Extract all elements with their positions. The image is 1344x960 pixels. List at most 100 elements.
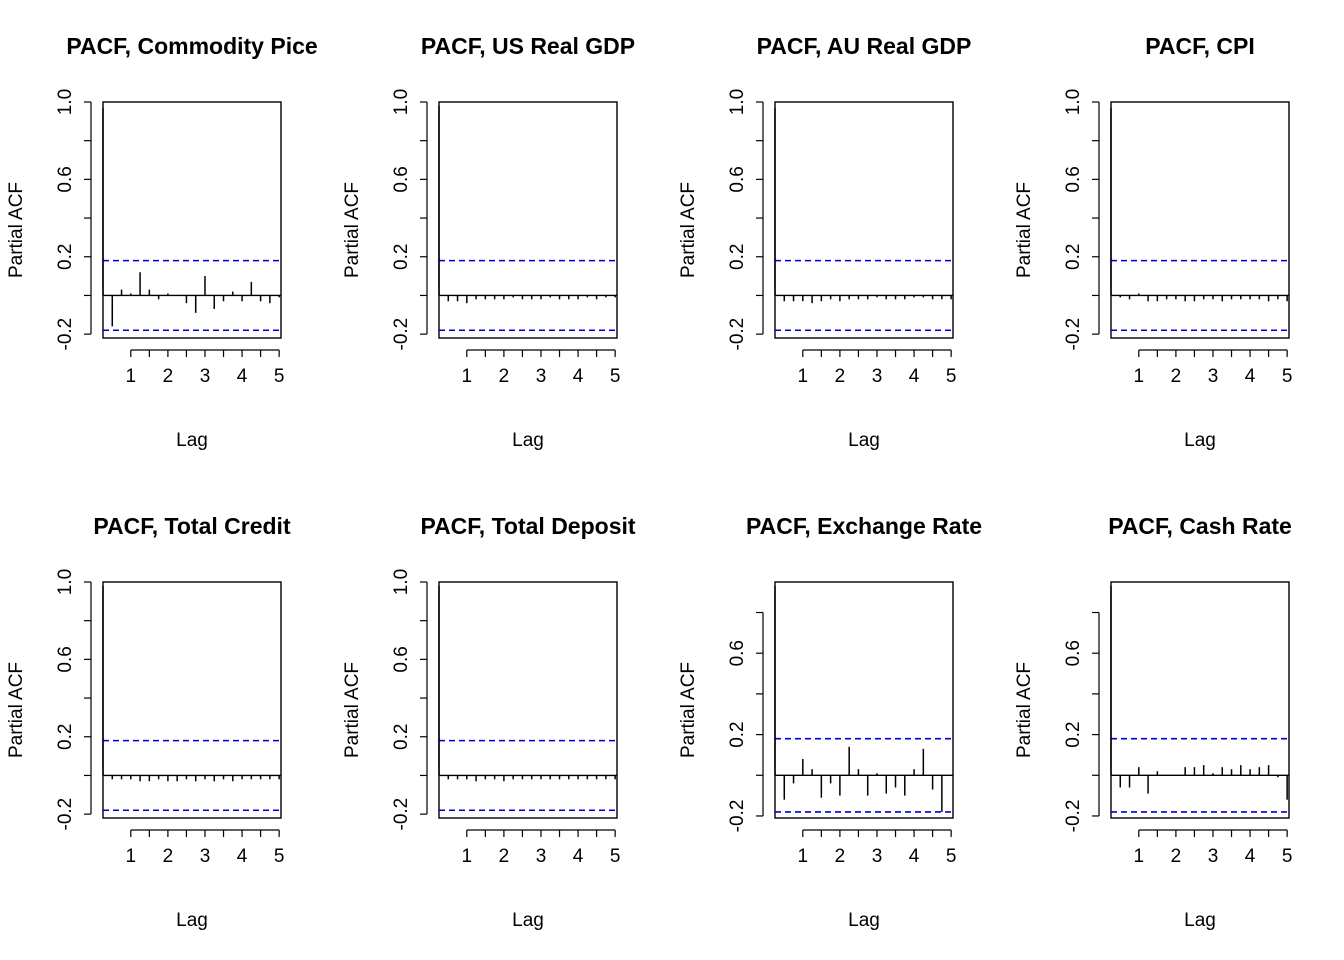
panel-title: PACF, Total Credit (93, 513, 291, 539)
x-axis-label: Lag (1184, 910, 1216, 931)
y-tick-label: -0.2 (1063, 800, 1084, 833)
plot-frame (774, 581, 954, 819)
x-tick-label: 5 (1282, 846, 1293, 867)
x-tick-label: 5 (610, 846, 621, 867)
y-tick-label: 0.6 (1063, 166, 1084, 192)
x-tick-label: 2 (163, 366, 174, 387)
y-axis-label: Partial ACF (1014, 182, 1035, 278)
y-axis-label: Partial ACF (678, 662, 699, 758)
x-tick-label: 1 (798, 846, 809, 867)
x-tick-label: 4 (237, 366, 248, 387)
x-tick-label: 1 (1134, 366, 1145, 387)
plot-frame (102, 101, 282, 339)
x-axis-label: Lag (848, 910, 880, 931)
x-tick-label: 4 (1245, 846, 1256, 867)
panel-4: PACF, CPI 1 2 3 4 5 Lag -0.2 0.2 0.6 1.0 Partial AC… (1014, 33, 1292, 451)
panel-8: PACF, Cash Rate 1 2 3 4 5 Lag -0.2 0.2 0.6 Partial… (1014, 513, 1292, 931)
y-axis-label: Partial ACF (1014, 662, 1035, 758)
y-tick-label: 0.2 (1063, 244, 1084, 270)
panel-title: PACF, Cash Rate (1108, 513, 1292, 539)
y-axis-label: Partial ACF (6, 662, 27, 758)
y-tick-label: 0.6 (55, 646, 76, 672)
x-tick-label: 2 (835, 846, 846, 867)
x-tick-label: 4 (237, 846, 248, 867)
x-tick-label: 2 (1171, 846, 1182, 867)
y-tick-label: 1.0 (391, 569, 412, 595)
x-axis-label: Lag (176, 430, 208, 451)
y-tick-label: 0.6 (55, 166, 76, 192)
y-tick-label: 0.2 (727, 244, 748, 270)
y-tick-label: 0.6 (727, 166, 748, 192)
panel-3: PACF, AU Real GDP 1 2 3 4 5 Lag -0.2 0.2 0.6 1.0 Pa… (678, 33, 971, 451)
x-tick-label: 4 (573, 366, 584, 387)
x-tick-label: 2 (499, 366, 510, 387)
x-tick-label: 3 (872, 846, 883, 867)
x-tick-label: 5 (274, 846, 285, 867)
panel-title: PACF, CPI (1145, 33, 1254, 59)
y-axis-label: Partial ACF (678, 182, 699, 278)
y-tick-label: 0.2 (391, 244, 412, 270)
x-tick-label: 5 (946, 846, 957, 867)
plot-frame (1110, 101, 1290, 339)
plot-frame (1110, 581, 1290, 819)
x-tick-label: 3 (1208, 366, 1219, 387)
panel-title: PACF, Exchange Rate (746, 513, 982, 539)
panel-5: PACF, Total Credit 1 2 3 4 5 Lag -0.2 0.2 0.6 1.0 P… (6, 513, 291, 931)
y-tick-label: 1.0 (1063, 89, 1084, 115)
x-tick-label: 4 (573, 846, 584, 867)
x-tick-label: 3 (1208, 846, 1219, 867)
y-tick-label: 0.6 (1063, 640, 1084, 666)
x-tick-label: 3 (872, 366, 883, 387)
x-tick-label: 3 (536, 366, 547, 387)
y-axis-label: Partial ACF (342, 182, 363, 278)
x-axis-label: Lag (1184, 430, 1216, 451)
x-tick-label: 3 (200, 846, 211, 867)
y-tick-label: -0.2 (55, 798, 76, 831)
x-tick-label: 5 (1282, 366, 1293, 387)
x-tick-label: 2 (835, 366, 846, 387)
x-tick-label: 3 (200, 366, 211, 387)
y-tick-label: 0.2 (55, 244, 76, 270)
panel-7: PACF, Exchange Rate 1 2 3 4 5 Lag -0.2 0.2 0.6 Par… (678, 513, 982, 931)
y-tick-label: 0.2 (1063, 721, 1084, 747)
y-tick-label: 0.2 (727, 721, 748, 747)
x-tick-label: 1 (798, 366, 809, 387)
plot-frame (774, 101, 954, 339)
y-tick-label: 0.6 (727, 640, 748, 666)
x-tick-label: 4 (909, 846, 920, 867)
y-tick-label: -0.2 (1063, 318, 1084, 351)
y-tick-label: 1.0 (55, 569, 76, 595)
x-tick-label: 3 (536, 846, 547, 867)
x-axis-label: Lag (512, 910, 544, 931)
panel-title: PACF, Commodity Pice (66, 33, 317, 59)
plot-frame (102, 581, 282, 819)
plot-frame (438, 581, 618, 819)
x-tick-label: 4 (1245, 366, 1256, 387)
y-tick-label: 0.2 (391, 724, 412, 750)
y-tick-label: 0.6 (391, 166, 412, 192)
y-tick-label: -0.2 (727, 800, 748, 833)
x-tick-label: 5 (274, 366, 285, 387)
x-tick-label: 1 (126, 846, 137, 867)
x-tick-label: 1 (462, 846, 473, 867)
y-tick-label: -0.2 (55, 318, 76, 351)
x-tick-label: 4 (909, 366, 920, 387)
y-tick-label: 1.0 (727, 89, 748, 115)
y-tick-label: 1.0 (391, 89, 412, 115)
panel-2: PACF, US Real GDP 1 2 3 4 5 Lag -0.2 0.2 0.6 1.0 Pa… (342, 33, 635, 451)
y-tick-label: -0.2 (727, 318, 748, 351)
panel-title: PACF, AU Real GDP (757, 33, 972, 59)
panel-title: PACF, Total Deposit (420, 513, 635, 539)
y-tick-label: 1.0 (55, 89, 76, 115)
y-tick-label: -0.2 (391, 798, 412, 831)
x-tick-label: 2 (1171, 366, 1182, 387)
panel-title: PACF, US Real GDP (421, 33, 635, 59)
panel-6: PACF, Total Deposit 1 2 3 4 5 Lag -0.2 0.2 0.6 1.0… (342, 513, 636, 931)
x-tick-label: 2 (163, 846, 174, 867)
x-tick-label: 2 (499, 846, 510, 867)
plot-frame (438, 101, 618, 339)
y-tick-label: 0.2 (55, 724, 76, 750)
x-tick-label: 5 (610, 366, 621, 387)
x-axis-label: Lag (512, 430, 544, 451)
x-tick-label: 1 (1134, 846, 1145, 867)
